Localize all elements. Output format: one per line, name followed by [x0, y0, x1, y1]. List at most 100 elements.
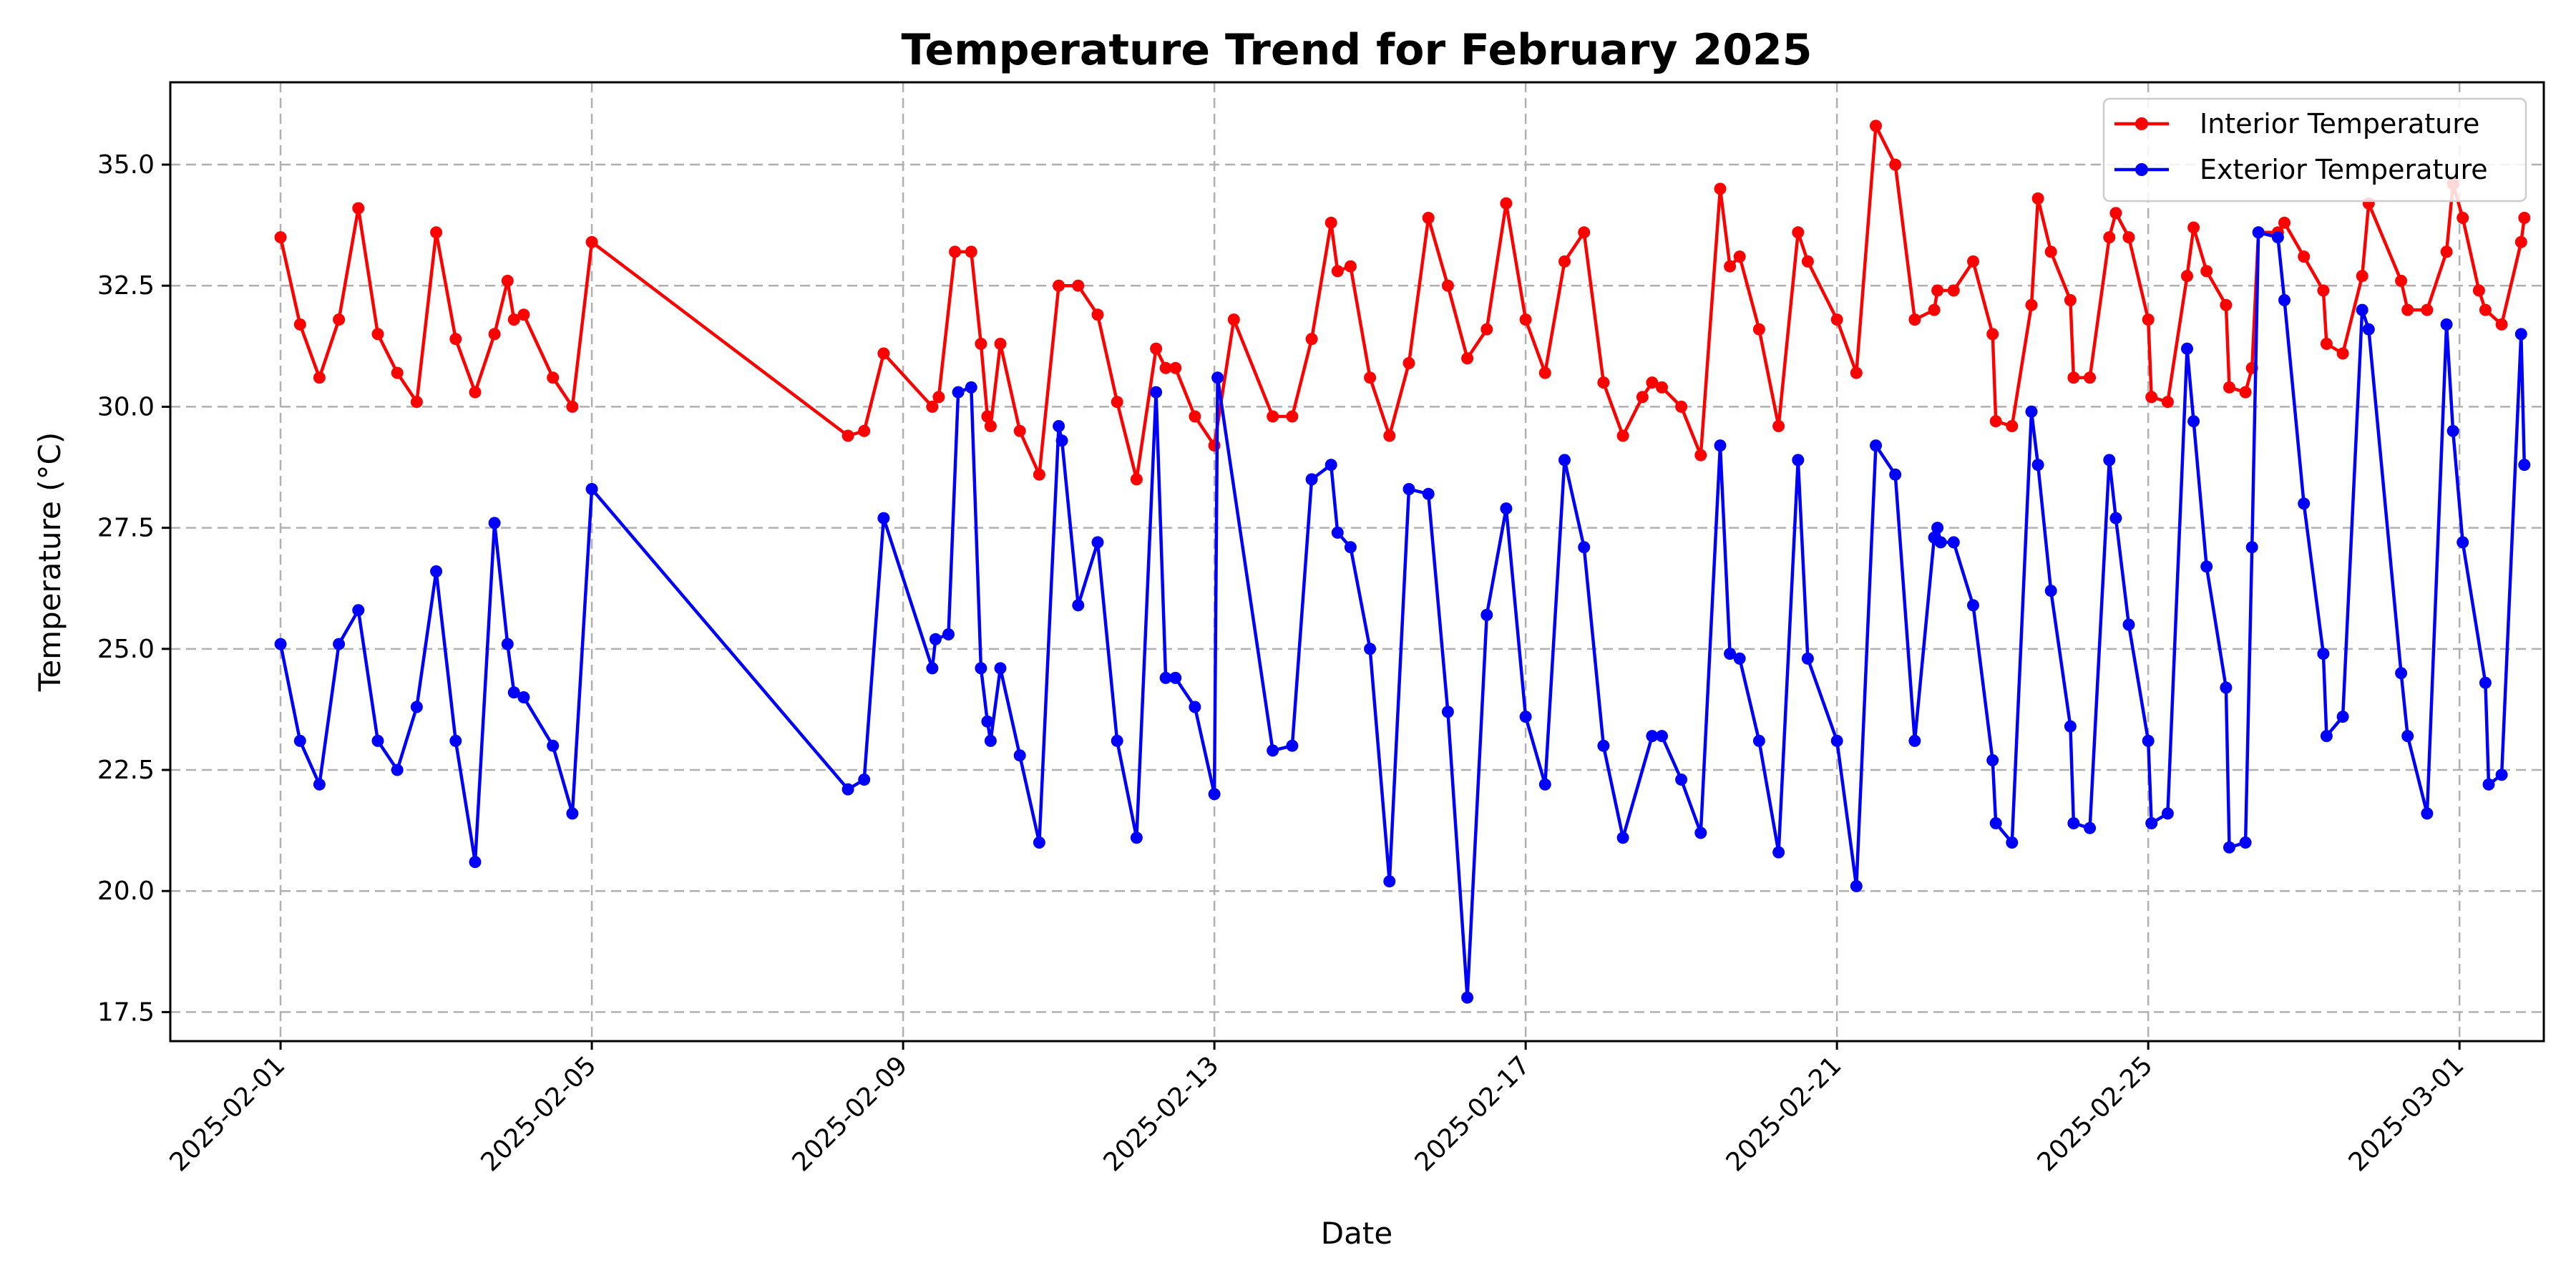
data-point: [2161, 807, 2174, 820]
data-point: [2187, 415, 2200, 428]
data-point: [2395, 275, 2408, 287]
data-point: [1830, 313, 1843, 326]
data-point: [1752, 323, 1765, 336]
data-point: [1286, 410, 1299, 423]
y-tick-label: 22.5: [97, 756, 155, 785]
data-point: [1694, 826, 1707, 839]
data-point: [1558, 454, 1571, 467]
data-point: [2109, 207, 2122, 220]
data-point: [1656, 730, 1668, 743]
data-point: [1500, 502, 1513, 515]
data-point: [1947, 536, 1960, 549]
data-point: [1986, 754, 1999, 766]
data-point: [1130, 831, 1143, 844]
data-point: [2239, 386, 2252, 399]
data-point: [1850, 879, 1863, 892]
data-point: [2514, 235, 2527, 248]
data-point: [1500, 197, 1513, 210]
data-point: [2518, 212, 2531, 224]
data-point: [2006, 836, 2019, 849]
data-point: [2031, 192, 2044, 205]
data-point: [2103, 231, 2116, 244]
data-point: [501, 638, 514, 650]
data-point: [1675, 774, 1688, 786]
data-point: [2084, 821, 2097, 834]
data-point: [1947, 284, 1960, 297]
data-point: [1150, 342, 1163, 355]
data-point: [488, 328, 501, 341]
data-point: [547, 371, 560, 384]
data-point: [2495, 769, 2508, 781]
data-point: [2103, 454, 2116, 467]
data-point: [1889, 158, 1902, 171]
series-interior: [274, 119, 2531, 486]
data-point: [469, 856, 482, 869]
data-point: [1331, 265, 1344, 278]
y-axis-label: Temperature (°C): [32, 432, 67, 693]
data-point: [2220, 681, 2233, 694]
data-point: [2356, 303, 2368, 316]
data-point: [1189, 701, 1201, 713]
data-point: [1324, 459, 1337, 472]
data-point: [1091, 536, 1104, 549]
data-point: [1364, 371, 1377, 384]
data-point: [1286, 739, 1299, 752]
data-point: [1169, 671, 1182, 684]
data-point: [2142, 734, 2155, 747]
data-point: [1461, 352, 1474, 365]
data-point: [2200, 560, 2213, 573]
data-point: [1402, 357, 1415, 369]
data-point: [1267, 410, 1279, 423]
data-point: [2245, 541, 2258, 554]
data-point: [293, 318, 306, 331]
data-point: [2298, 250, 2311, 263]
data-point: [2395, 667, 2408, 680]
y-tick-label: 27.5: [97, 514, 155, 543]
data-point: [1830, 734, 1843, 747]
data-point: [2044, 245, 2057, 258]
data-point: [2145, 817, 2158, 829]
data-point: [2482, 778, 2495, 791]
data-point: [2514, 328, 2527, 341]
data-point: [2161, 396, 2174, 409]
data-point: [1558, 255, 1571, 268]
data-point: [2067, 817, 2080, 829]
data-point: [371, 734, 384, 747]
data-point: [1656, 381, 1668, 394]
data-point: [2421, 807, 2434, 820]
data-point: [1801, 255, 1814, 268]
data-point: [942, 628, 955, 640]
data-point: [2252, 226, 2265, 239]
data-point: [2401, 730, 2414, 743]
data-point: [1931, 522, 1944, 535]
data-point: [1402, 483, 1415, 495]
data-point: [1850, 366, 1863, 379]
data-point: [1364, 643, 1377, 655]
data-point: [877, 347, 890, 360]
data-point: [2440, 318, 2453, 331]
data-point: [2317, 648, 2330, 660]
data-point: [2479, 676, 2492, 689]
data-point: [1441, 706, 1454, 718]
data-point: [333, 638, 346, 650]
data-point: [926, 662, 939, 675]
y-tick-label: 20.0: [97, 877, 155, 906]
data-point: [293, 734, 306, 747]
data-point: [1714, 439, 1727, 452]
data-point: [488, 517, 501, 530]
data-point: [2518, 459, 2531, 472]
data-point: [1072, 279, 1085, 292]
data-point: [994, 338, 1007, 350]
data-point: [1305, 473, 1318, 486]
data-point: [929, 633, 942, 645]
data-point: [1616, 429, 1629, 442]
data-point: [547, 739, 560, 752]
data-point: [1967, 255, 1979, 268]
data-point: [1150, 386, 1163, 399]
data-point: [507, 313, 520, 326]
data-point: [2025, 405, 2038, 418]
data-point: [449, 734, 462, 747]
data-point: [1989, 415, 2002, 428]
data-point: [1733, 652, 1746, 665]
